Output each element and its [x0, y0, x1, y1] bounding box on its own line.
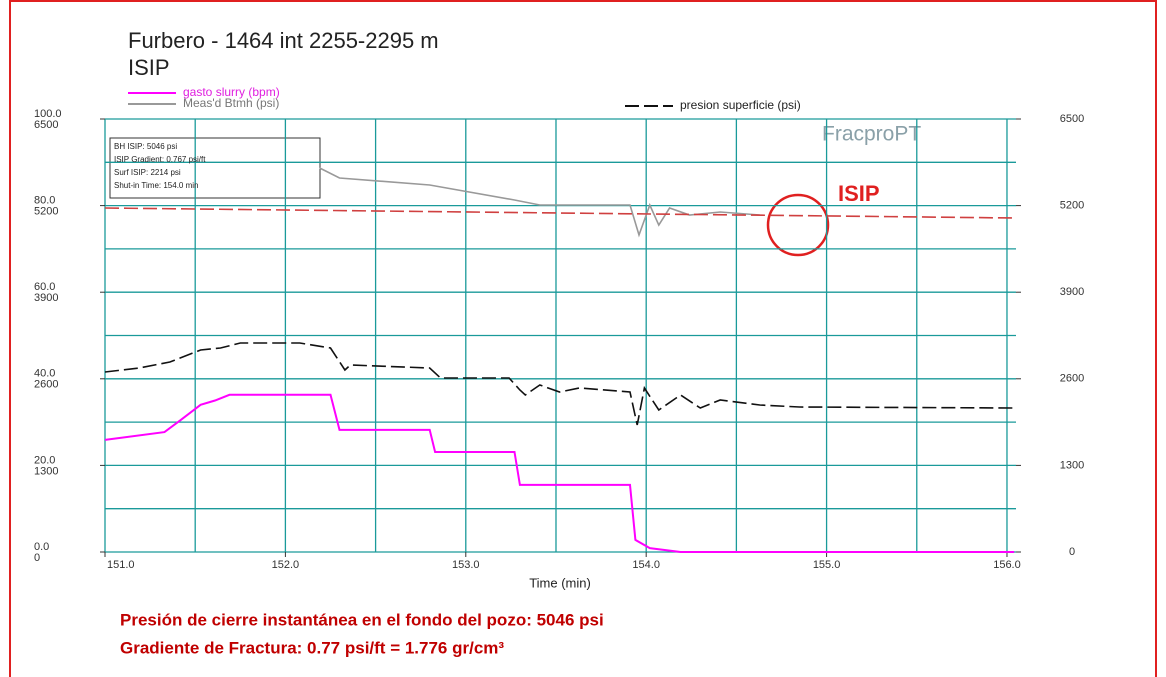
y2-tick-label: 0.0	[34, 541, 49, 553]
y-tick-label: 3900	[34, 292, 58, 304]
y-tick-label-right: 5200	[1060, 200, 1084, 212]
legend-label: presion superficie (psi)	[680, 98, 801, 112]
legend-label: Meas'd Btmh (psi)	[183, 96, 279, 110]
x-tick-label: 152.0	[272, 559, 300, 571]
y-tick-label: 6500	[34, 119, 58, 131]
x-tick-label: 151.0	[107, 559, 135, 571]
info-text: Shut-in Time: 154.0 min	[114, 181, 198, 190]
x-tick-label: 153.0	[452, 559, 480, 571]
y-tick-label-right: 1300	[1060, 459, 1084, 471]
info-text: Surf ISIP: 2214 psi	[114, 168, 181, 177]
chart-title: Furbero - 1464 int 2255-2295 m	[128, 28, 439, 53]
note: Gradiente de Fractura: 0.77 psi/ft = 1.7…	[120, 638, 504, 657]
x-axis-label: Time (min)	[529, 575, 591, 590]
y-tick-label: 1300	[34, 465, 58, 477]
y2-tick-label: 40.0	[34, 368, 55, 380]
series-line	[319, 167, 760, 238]
y2-tick-label: 60.0	[34, 281, 55, 293]
note: Presión de cierre instantánea en el fond…	[120, 610, 604, 629]
frame	[9, 0, 1157, 677]
y-tick-label-right: 0	[1069, 546, 1075, 558]
logo: FracproPT	[822, 123, 921, 146]
x-tick-label: 156.0	[993, 559, 1021, 571]
series-line	[104, 393, 1015, 553]
annotation: ISIP	[838, 181, 880, 206]
info-text: BH ISIP: 5046 psi	[114, 142, 177, 151]
y2-tick-label: 80.0	[34, 195, 55, 207]
y-tick-label-right: 3900	[1060, 286, 1084, 298]
annotation-circle	[766, 193, 830, 257]
y-tick-label-right: 6500	[1060, 113, 1084, 125]
series-line	[104, 342, 1015, 426]
y-tick-label: 5200	[34, 206, 58, 218]
y2-tick-label: 100.0	[34, 108, 62, 120]
y-tick-label: 2600	[34, 379, 58, 391]
y2-tick-label: 20.0	[34, 454, 55, 466]
info-text: ISIP Gradient: 0.767 psi/ft	[114, 155, 206, 164]
y-tick-label: 0	[34, 552, 40, 564]
legend-label: gasto slurry (bpm)	[183, 85, 280, 99]
x-tick-label: 154.0	[632, 559, 660, 571]
y-tick-label-right: 2600	[1060, 373, 1084, 385]
x-tick-label: 155.0	[813, 559, 841, 571]
chart-subtitle: ISIP	[128, 55, 170, 80]
